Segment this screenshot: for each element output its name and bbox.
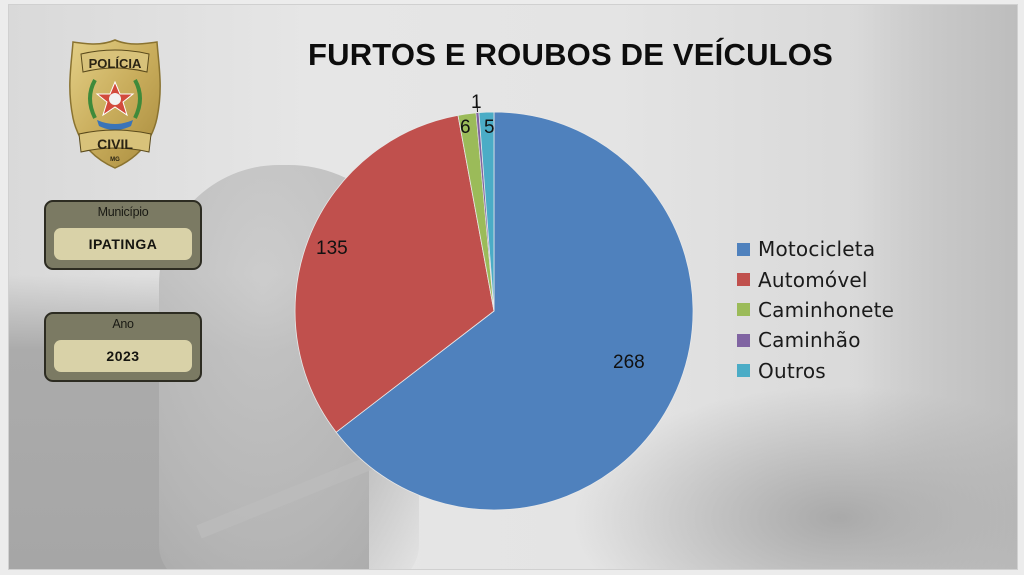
legend-item-outros[interactable]: Outros xyxy=(737,356,894,386)
filter-ano-value[interactable]: 2023 xyxy=(54,340,192,372)
chart-legend: Motocicleta Automóvel Caminhonete Caminh… xyxy=(737,234,894,386)
legend-swatch-motocicleta xyxy=(737,242,750,256)
filter-municipio[interactable]: Município IPATINGA xyxy=(44,200,202,270)
legend-label: Automóvel xyxy=(758,267,868,292)
data-label-caminhonete: 6 xyxy=(460,117,471,138)
police-badge-icon: POLÍCIA CIVIL MG xyxy=(69,39,161,169)
data-label-motocicleta: 268 xyxy=(613,352,645,373)
logo-bottom-text: CIVIL xyxy=(97,136,133,152)
legend-label: Caminhão xyxy=(758,328,861,353)
page-title: FURTOS E ROUBOS DE VEÍCULOS xyxy=(308,37,833,72)
legend-item-automovel[interactable]: Automóvel xyxy=(737,264,894,294)
logo-top-text: POLÍCIA xyxy=(89,56,142,71)
leader-line-caminhao xyxy=(476,99,478,113)
legend-swatch-outros xyxy=(737,364,750,378)
logo-state-text: MG xyxy=(110,157,120,163)
slice-automovel[interactable] xyxy=(294,114,495,433)
slice-motocicleta[interactable] xyxy=(335,111,694,511)
legend-item-caminhao[interactable]: Caminhão xyxy=(737,325,894,355)
legend-label: Outros xyxy=(758,358,826,383)
filter-ano[interactable]: Ano 2023 xyxy=(44,312,202,382)
legend-swatch-caminhao xyxy=(737,333,750,347)
legend-swatch-caminhonete xyxy=(737,303,750,317)
filter-municipio-label: Município xyxy=(97,205,149,219)
data-label-outros: 5 xyxy=(484,117,495,138)
legend-item-motocicleta[interactable]: Motocicleta xyxy=(737,234,894,264)
slice-outros[interactable] xyxy=(478,111,495,312)
filter-municipio-value[interactable]: IPATINGA xyxy=(54,228,192,260)
legend-label: Motocicleta xyxy=(758,237,876,262)
legend-item-caminhonete[interactable]: Caminhonete xyxy=(737,295,894,325)
legend-swatch-automovel xyxy=(737,273,750,287)
filter-ano-label: Ano xyxy=(112,317,134,331)
legend-label: Caminhonete xyxy=(758,297,895,322)
data-label-automovel: 135 xyxy=(316,238,348,259)
data-label-caminhao: 1 xyxy=(471,92,482,113)
